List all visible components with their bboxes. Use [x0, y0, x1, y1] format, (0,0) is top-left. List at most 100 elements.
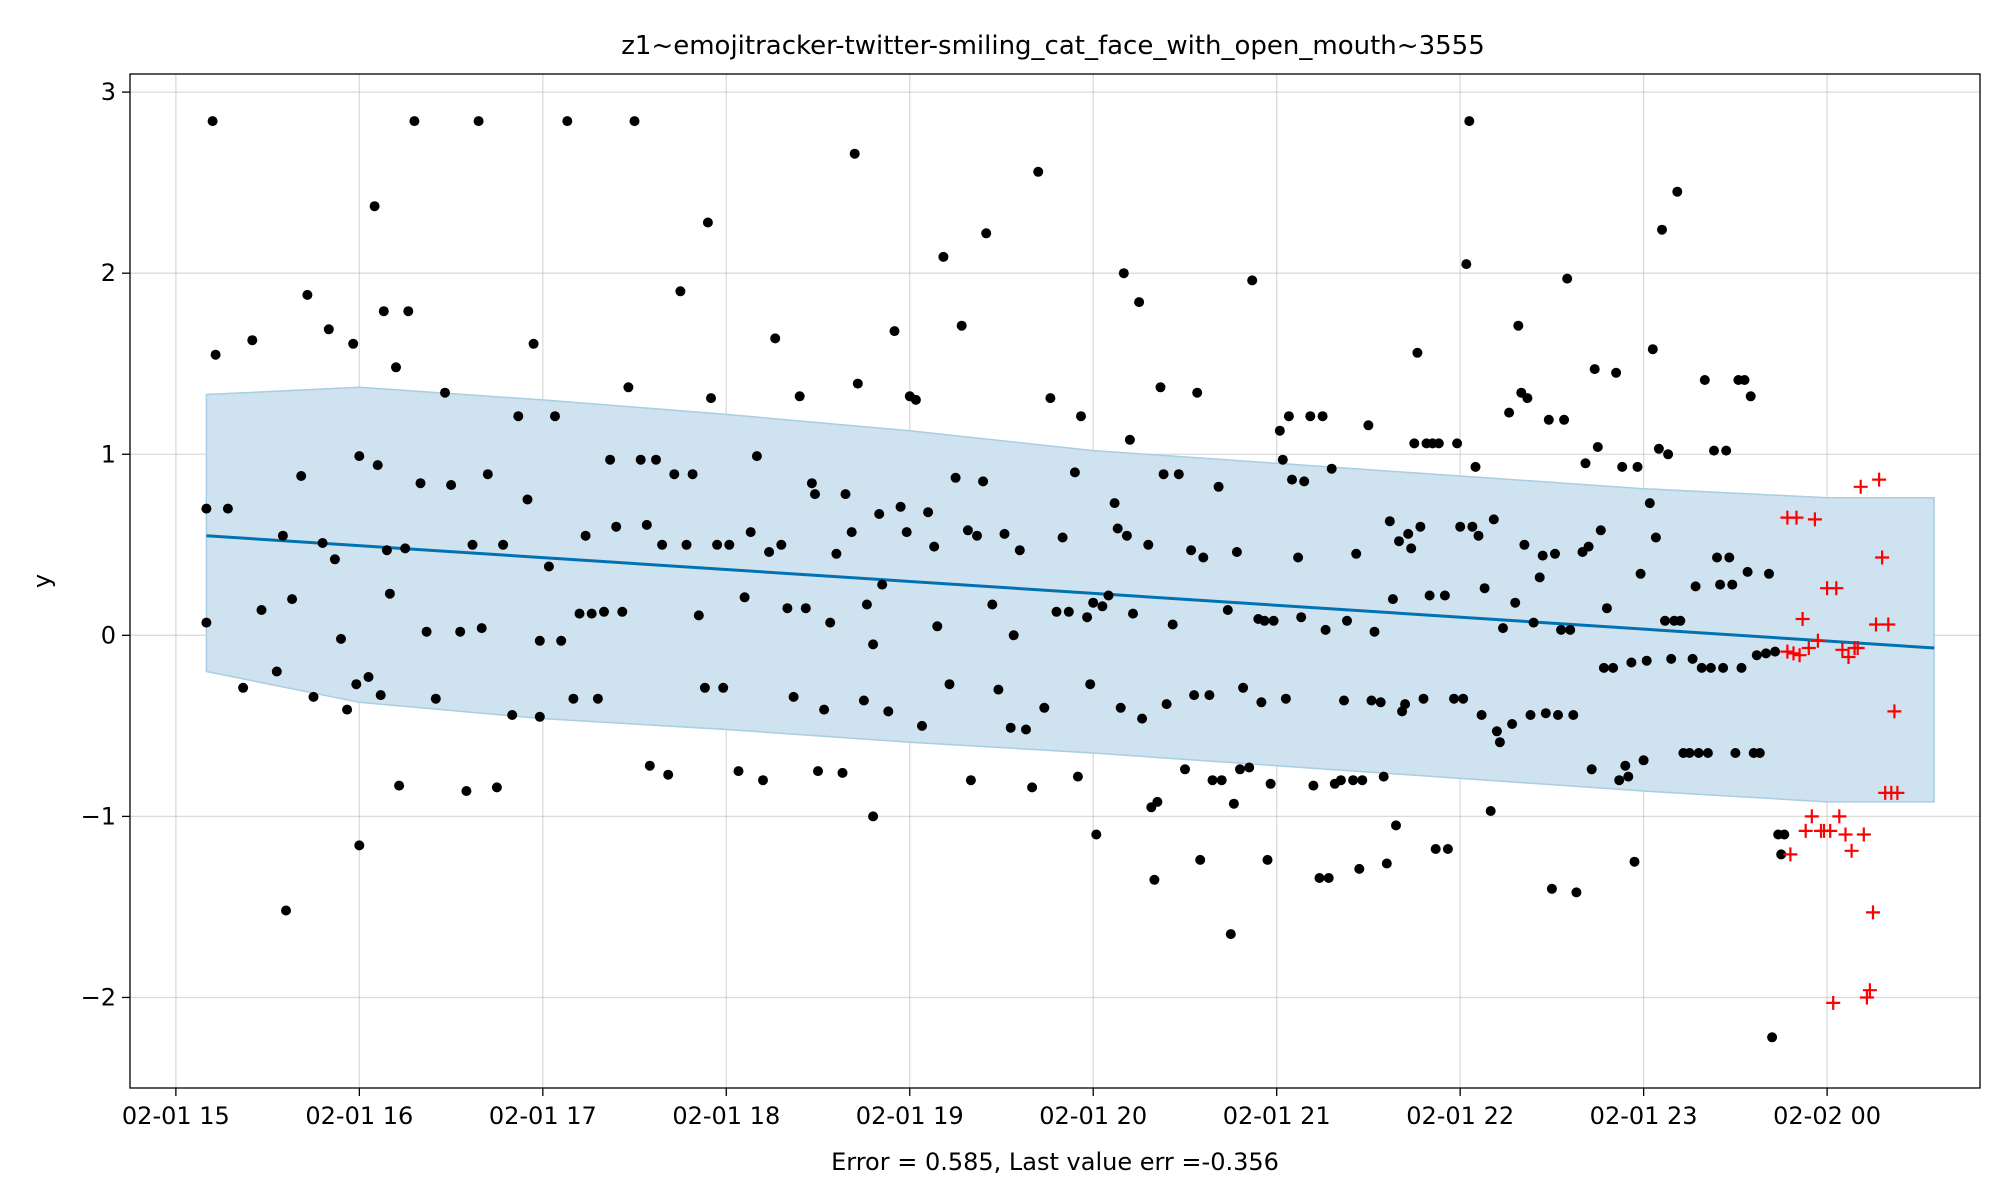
data-point: [1155, 382, 1166, 393]
data-point: [1491, 726, 1502, 737]
data-point: [1614, 775, 1625, 786]
data-point: [296, 471, 307, 481]
data-point: [1247, 275, 1258, 286]
y-tick-label: 1: [101, 440, 116, 468]
data-point: [354, 451, 365, 462]
data-point: [534, 711, 545, 722]
data-point: [1143, 539, 1154, 550]
data-point: [1430, 844, 1441, 854]
data-point: [1727, 579, 1738, 590]
trend: [206, 534, 1935, 650]
x-axis: 02-01 15 02-01 16 02-01 17 02-01 18 02-01 19…: [122, 1088, 1881, 1130]
data-point: [543, 561, 554, 572]
data-point: [403, 306, 414, 317]
data-point: [1433, 438, 1444, 449]
holdout-point: [1875, 550, 1890, 565]
data-point: [1559, 414, 1570, 425]
data-point: [999, 528, 1010, 539]
data-point: [1653, 443, 1664, 454]
data-point: [877, 579, 888, 590]
holdout-point: [1804, 809, 1819, 824]
data-point: [1115, 702, 1126, 713]
uncertainty-band-area: [205, 386, 1935, 803]
data-point: [1256, 697, 1267, 708]
y-axis: −2 −1 0 1 2 3: [81, 78, 130, 1011]
data-point: [1439, 590, 1450, 601]
holdout-point: [1832, 809, 1847, 824]
x-tick-label: 02-01 15: [122, 1102, 230, 1130]
data-point: [764, 547, 775, 557]
data-point: [1391, 820, 1401, 831]
data-point: [800, 603, 811, 614]
data-point: [1375, 697, 1386, 708]
x-tick-label: 02-01 17: [489, 1102, 597, 1130]
data-point: [718, 682, 729, 693]
data-point: [644, 760, 655, 771]
data-point: [956, 320, 967, 331]
data-point: [852, 378, 863, 389]
data-point: [461, 786, 472, 796]
data-point: [1112, 523, 1123, 534]
holdout-point: [1838, 827, 1853, 842]
data-point: [751, 451, 762, 462]
data-point: [1476, 710, 1487, 720]
data-point: [1513, 320, 1524, 331]
data-point: [1562, 273, 1573, 284]
data-point: [482, 469, 493, 480]
data-point: [1565, 624, 1576, 635]
data-point: [1354, 863, 1365, 874]
data-point: [430, 693, 441, 704]
data-point: [381, 545, 392, 556]
data-point: [562, 116, 573, 127]
data-point: [1485, 806, 1496, 816]
data-point: [1409, 438, 1420, 449]
data-point: [1152, 796, 1163, 807]
data-point: [354, 840, 365, 851]
data-point: [201, 617, 212, 628]
data-point: [635, 454, 646, 465]
data-point: [1124, 434, 1135, 445]
data-point: [868, 811, 879, 822]
data-point: [1467, 521, 1478, 532]
data-point: [336, 633, 346, 644]
holdout-point: [1829, 581, 1844, 596]
data-point: [1231, 547, 1242, 557]
data-point: [534, 635, 545, 646]
data-point: [1308, 780, 1319, 791]
data-point: [323, 324, 334, 335]
data-point: [256, 605, 267, 615]
data-point: [1586, 764, 1597, 775]
data-point: [1280, 693, 1291, 704]
data-point: [1222, 605, 1233, 615]
data-point: [384, 588, 395, 599]
data-point: [1617, 461, 1628, 472]
data-point: [409, 116, 420, 127]
data-point: [1283, 411, 1294, 422]
data-point: [1262, 854, 1273, 865]
data-point: [317, 538, 328, 548]
data-point: [611, 521, 622, 532]
data-point: [1207, 775, 1218, 786]
data-point: [1592, 442, 1603, 452]
data-point: [1213, 481, 1224, 492]
data-point: [1424, 590, 1435, 601]
y-tick-label: 2: [101, 259, 116, 287]
data-point: [733, 766, 744, 777]
data-point: [1268, 615, 1279, 626]
data-point: [1415, 521, 1426, 532]
x-tick-label: 02-01 22: [1406, 1102, 1514, 1130]
data-point: [1326, 463, 1337, 474]
data-point: [210, 349, 221, 360]
data-point: [1109, 498, 1120, 509]
data-point: [375, 690, 386, 701]
data-point: [699, 682, 710, 693]
data-point: [1730, 748, 1741, 758]
data-point: [1192, 387, 1203, 398]
data-point: [693, 610, 704, 621]
data-point: [895, 501, 906, 512]
data-point: [944, 679, 955, 690]
data-point: [247, 335, 258, 346]
plot-frame: [129, 73, 1981, 1089]
data-point: [1161, 699, 1172, 710]
x-tick-label: 02-01 18: [672, 1102, 780, 1130]
